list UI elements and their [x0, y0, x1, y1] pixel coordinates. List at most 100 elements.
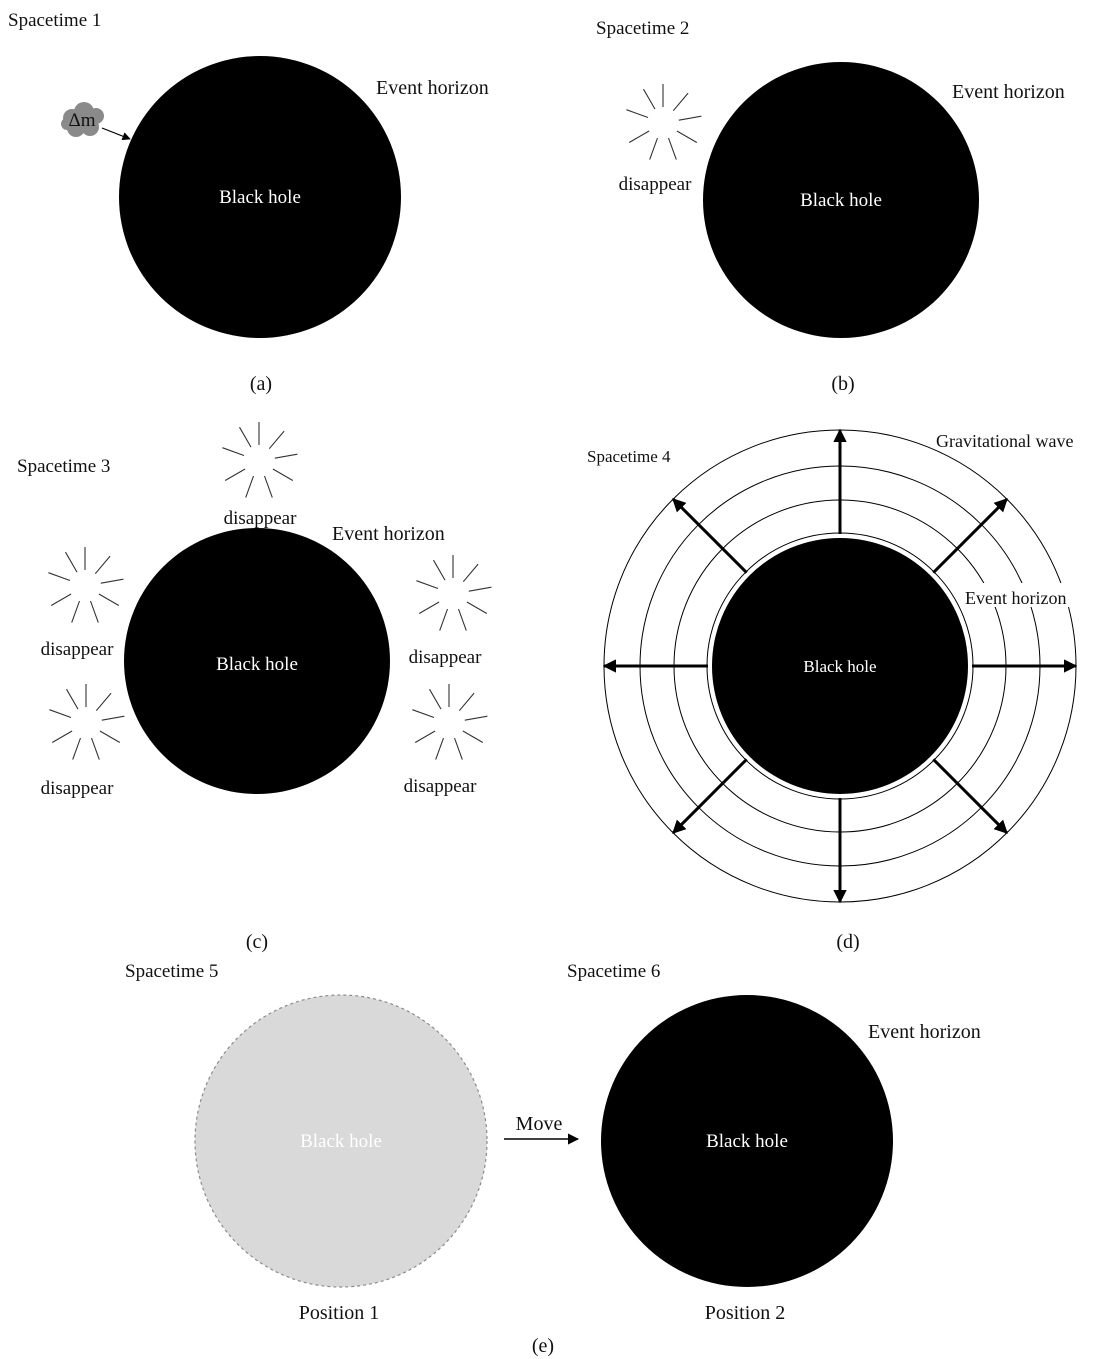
wave-arrow	[672, 498, 748, 574]
panel-d-horizon-label-bg	[962, 583, 1074, 607]
disappear-burst-icon	[416, 555, 492, 631]
panel-c-disappear-label-left-upper: disappear	[41, 639, 114, 660]
burst-stroke	[676, 130, 698, 143]
burst-stroke	[418, 601, 440, 614]
panel-b: Spacetime 2 Event horizon Black hole dis…	[596, 18, 1065, 395]
panel-c-hole-label: Black hole	[216, 654, 298, 675]
panel-e-position-left: Position 1	[299, 1302, 380, 1324]
panel-c-disappear-label-top: disappear	[224, 508, 297, 529]
burst-stroke	[245, 475, 255, 498]
panel-e: Spacetime 5 Spacetime 6 Event horizon Bl…	[125, 961, 981, 1357]
panel-d-horizon-label: Event horizon	[965, 588, 1066, 608]
panel-e-ghost-black-hole	[194, 994, 488, 1288]
panel-b-caption: (b)	[831, 373, 854, 395]
panel-a-title: Spacetime 1	[8, 10, 101, 31]
panel-c-title: Spacetime 3	[17, 456, 110, 477]
gravitational-wave-arrows	[602, 428, 1078, 904]
burst-stroke	[100, 578, 124, 584]
disappear-burst-icon	[222, 422, 298, 498]
burst-stroke	[222, 447, 245, 457]
burst-stroke	[667, 137, 677, 160]
burst-stroke	[90, 737, 100, 760]
panel-d-black-hole	[712, 538, 968, 794]
burst-stroke	[643, 88, 656, 110]
burst-stroke	[51, 730, 73, 743]
burst-stroke	[65, 551, 78, 573]
burst-stroke	[453, 737, 463, 760]
burst-stroke	[457, 608, 467, 631]
panel-b-title: Spacetime 2	[596, 18, 689, 39]
burst-stroke	[678, 115, 702, 121]
panel-a-caption: (a)	[250, 373, 272, 395]
burst-stroke	[458, 692, 475, 712]
burst-stroke	[263, 475, 273, 498]
burst-stroke	[414, 730, 436, 743]
panel-b-black-hole	[703, 62, 979, 338]
panel-e-move-label: Move	[516, 1113, 563, 1135]
panel-e-title-left: Spacetime 5	[125, 961, 218, 982]
burst-stroke	[268, 430, 285, 450]
panel-e-horizon-label: Event horizon	[868, 1021, 981, 1043]
burst-stroke	[274, 453, 298, 459]
burst-stroke	[99, 730, 121, 743]
panel-d: Spacetime 4 Gravitational wave Event hor…	[587, 428, 1078, 953]
burst-stroke	[101, 715, 125, 721]
panel-c-disappear-label-right-upper: disappear	[409, 647, 482, 668]
burst-stroke	[466, 601, 488, 614]
panel-d-caption: (d)	[836, 931, 859, 953]
burst-stroke	[435, 737, 445, 760]
panel-c: Spacetime 3 Event horizon Black hole dis…	[17, 422, 492, 953]
burst-stroke	[66, 688, 79, 710]
burst-stroke	[416, 580, 439, 590]
wave-arrow	[932, 498, 1008, 574]
wave-arrow	[932, 758, 1008, 834]
panel-e-hole-label: Black hole	[706, 1131, 788, 1152]
burst-stroke	[48, 572, 71, 582]
panel-d-hole-label: Black hole	[803, 657, 876, 676]
burst-stroke	[98, 593, 120, 606]
burst-stroke	[89, 600, 99, 623]
burst-stroke	[462, 730, 484, 743]
panel-e-caption: (e)	[532, 1335, 554, 1357]
panel-c-horizon-label: Event horizon	[332, 523, 445, 545]
panel-e-black-hole	[601, 995, 893, 1287]
panel-a-mass-label: Δm	[69, 110, 96, 131]
panel-c-disappear-label-right-lower: disappear	[404, 776, 477, 797]
panel-c-black-hole	[124, 528, 390, 794]
disappear-burst-icon	[412, 684, 488, 760]
disappear-burst-icon	[49, 684, 125, 760]
mass-blob-icon	[61, 102, 104, 137]
disappear-burst-icon	[48, 547, 124, 623]
burst-stroke	[462, 563, 479, 583]
burst-stroke	[412, 709, 435, 719]
panel-a-horizon-label: Event horizon	[376, 77, 489, 99]
burst-stroke	[95, 692, 112, 712]
burst-stroke	[429, 688, 442, 710]
burst-stroke	[468, 586, 492, 592]
panel-b-horizon-label: Event horizon	[952, 81, 1065, 103]
panel-a-black-hole	[119, 56, 401, 338]
burst-stroke	[94, 555, 111, 575]
burst-stroke	[72, 737, 82, 760]
burst-stroke	[49, 709, 72, 719]
burst-stroke	[272, 468, 294, 481]
burst-stroke	[649, 137, 659, 160]
burst-stroke	[464, 715, 488, 721]
panel-b-hole-label: Black hole	[800, 190, 882, 211]
panel-e-title-right: Spacetime 6	[567, 961, 660, 982]
panel-d-wave-label: Gravitational wave	[936, 431, 1073, 451]
panel-a-mass-arrow	[101, 127, 131, 141]
burst-stroke	[439, 608, 449, 631]
panel-a-hole-label: Black hole	[219, 187, 301, 208]
burst-stroke	[672, 92, 689, 112]
panel-c-caption: (c)	[246, 931, 268, 953]
wave-arrow	[672, 758, 748, 834]
burst-stroke	[433, 559, 446, 581]
burst-stroke	[224, 468, 246, 481]
panel-b-disappear-label: disappear	[619, 174, 692, 195]
panel-c-disappear-label-left-lower: disappear	[41, 778, 114, 799]
disappear-burst-icon	[626, 84, 702, 160]
burst-stroke	[50, 593, 72, 606]
burst-stroke	[71, 600, 81, 623]
